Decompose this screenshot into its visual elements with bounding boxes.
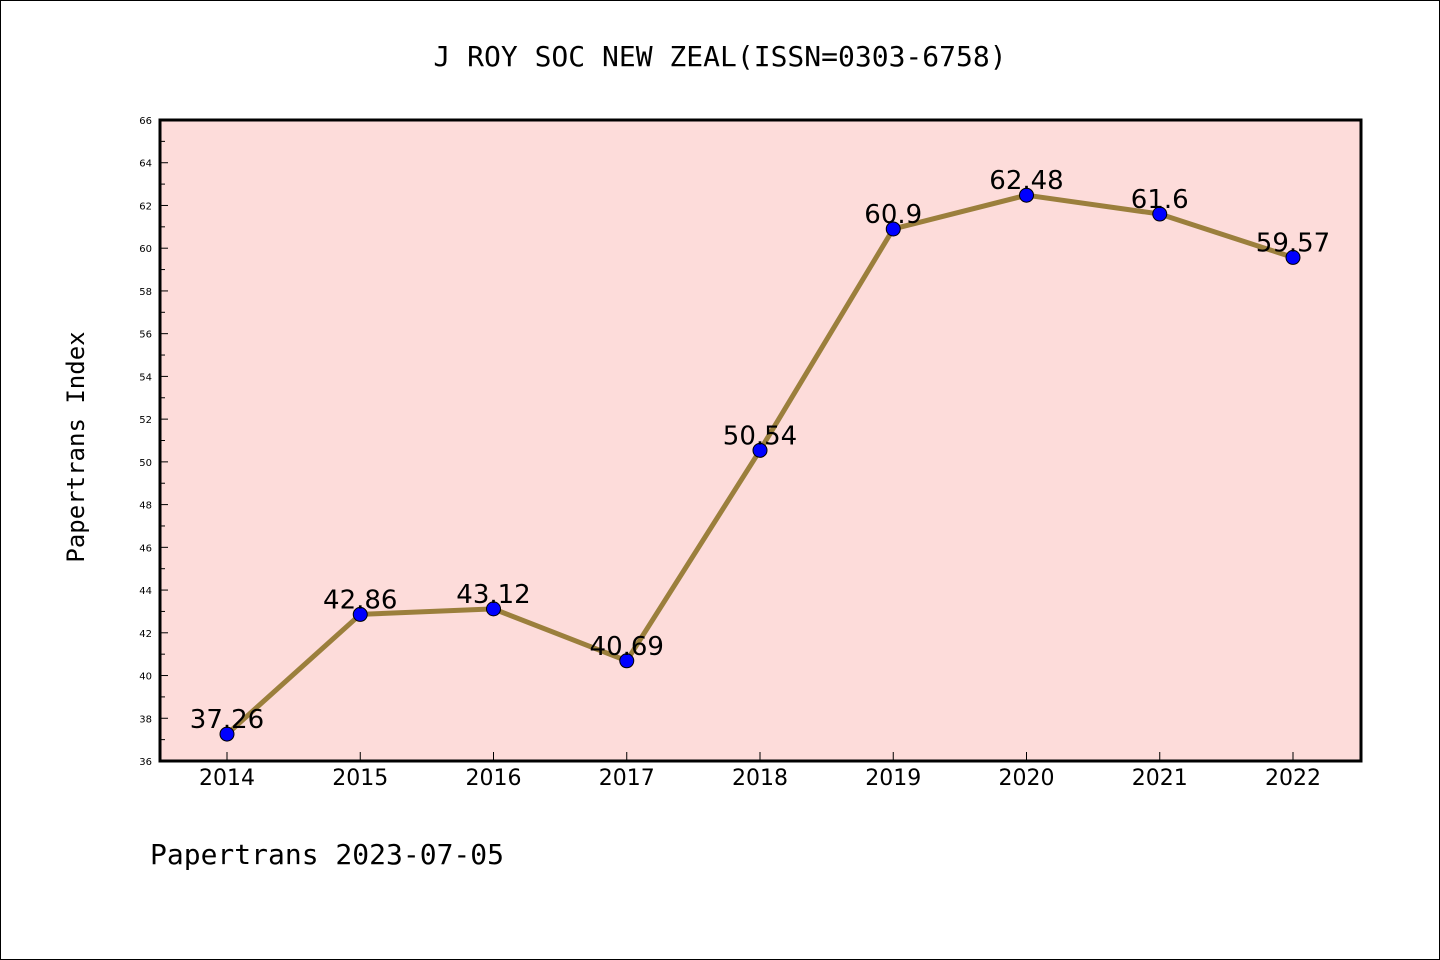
data-point [352,606,368,622]
data-label: 62.48 [989,166,1063,196]
data-label: 61.6 [1131,185,1189,215]
y-tick-label: 64 [139,159,152,170]
x-tick-label: 2017 [599,766,655,791]
y-tick-label: 44 [139,586,152,597]
data-point [486,601,501,617]
x-tick-label: 2016 [466,766,522,791]
y-tick-label: 46 [139,543,152,554]
y-tick-label: 38 [139,714,152,725]
x-tick-label: 2022 [1265,766,1321,791]
y-tick-label: 36 [139,757,152,768]
data-label: 37.26 [190,705,264,735]
y-axis: 36 38 40 42 44 46 48 50 52 54 56 58 60 62 64 66 [139,116,168,768]
data-markers [219,187,1301,742]
x-tick-label: 2015 [332,766,388,791]
x-tick-label: 2018 [732,766,788,791]
data-point [219,726,235,742]
x-axis: 2014 2015 2016 2017 2018 2019 2020 2021 2022 [199,752,1321,791]
y-tick-label: 54 [139,372,152,383]
data-label: 50.54 [723,421,797,451]
data-labels: 37.26 42.86 43.12 40.69 50.54 60.9 62.48 61.6 59… [190,166,1330,735]
y-tick-label: 62 [139,201,152,212]
plot-area [158,118,1363,763]
y-tick-label: 50 [139,458,152,469]
x-tick-label: 2021 [1132,766,1188,791]
data-point [885,221,901,237]
data-label: 43.12 [456,580,530,610]
y-tick-label: 58 [139,287,152,298]
data-point [1152,206,1168,222]
data-label: 42.86 [323,585,397,615]
data-label: 60.9 [864,200,922,230]
x-tick-label: 2020 [999,766,1055,791]
data-point [752,442,768,458]
x-tick-label: 2014 [199,766,255,791]
data-label: 40.69 [590,632,664,662]
y-axis-label: Papertrans Index [62,331,90,562]
y-tick-label: 66 [139,116,152,127]
y-tick-label: 40 [139,672,152,683]
footer-stamp: Papertrans 2023-07-05 [150,838,504,871]
data-point [619,653,635,669]
data-point [1019,187,1034,203]
y-tick-label: 56 [139,330,152,341]
chart-title: J ROY SOC NEW ZEAL(ISSN=0303-6758) [433,40,1006,73]
y-tick-label: 42 [139,629,152,640]
y-tick-label: 48 [139,501,152,512]
x-tick-label: 2019 [865,766,921,791]
y-tick-label: 60 [139,244,152,255]
data-point [1285,249,1301,265]
y-tick-label: 52 [139,415,152,426]
data-label: 59.57 [1256,228,1330,258]
